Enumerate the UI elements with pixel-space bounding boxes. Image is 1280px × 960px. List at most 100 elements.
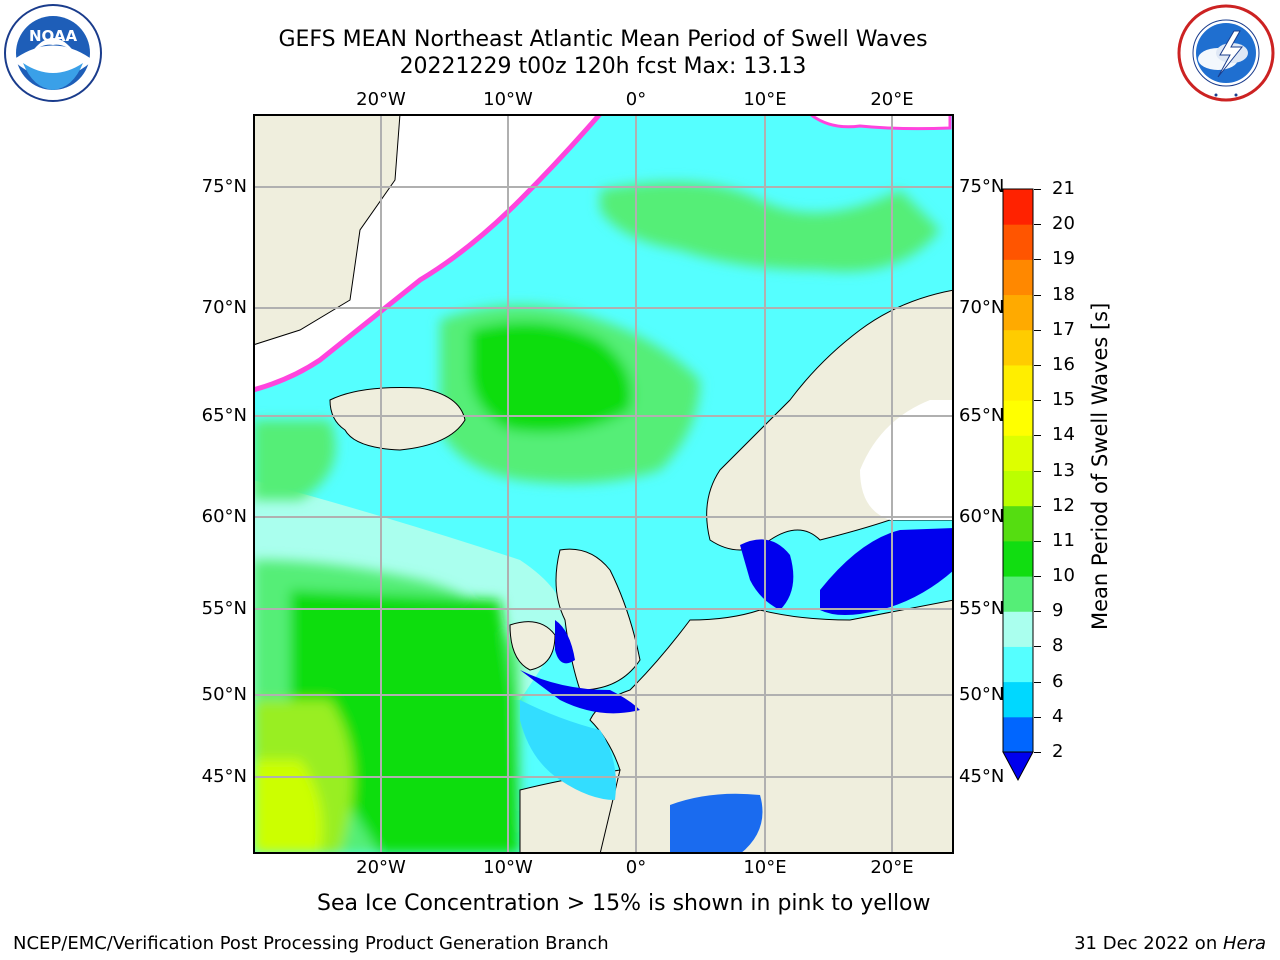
colorbar-tick-mark xyxy=(1034,435,1041,437)
lat-tick-right: 75°N xyxy=(959,176,1005,197)
colorbar-tick-label: 14 xyxy=(1052,424,1075,446)
colorbar-tick-label: 17 xyxy=(1052,318,1075,340)
lon-tick-top: 20°W xyxy=(356,89,406,110)
footer-machine: Hera xyxy=(1222,933,1266,954)
irish-sea-low-period xyxy=(555,620,575,664)
colorbar-tick-mark xyxy=(1034,259,1041,261)
colorbar-tick-mark xyxy=(1034,752,1041,753)
great-britain xyxy=(555,548,641,691)
baltic-low-period xyxy=(820,528,954,615)
colorbar-segment xyxy=(1003,189,1033,225)
kattegat-low-period xyxy=(740,539,794,610)
colorbar-tick-label: 2 xyxy=(1052,741,1064,762)
colorbar-tick-mark xyxy=(1034,294,1041,296)
colorbar-under-arrow xyxy=(1002,751,1034,782)
colorbar-tick-mark xyxy=(1034,329,1041,331)
lat-tick-left: 65°N xyxy=(201,405,247,426)
biscay-zone xyxy=(520,700,616,800)
footer-date-text: 31 Dec 2022 on xyxy=(1074,933,1223,954)
colorbar-segment xyxy=(1003,435,1033,471)
colorbar-tick-label: 20 xyxy=(1052,213,1075,235)
lat-tick-right: 70°N xyxy=(959,297,1005,318)
colorbar-segment xyxy=(1003,400,1033,436)
lat-tick-right: 65°N xyxy=(959,405,1005,426)
lat-tick-left: 45°N xyxy=(201,766,247,787)
noaa-logo-text: NOAA xyxy=(29,27,78,45)
lon-tick-top: 0° xyxy=(625,89,647,110)
colorbar-tick-label: 16 xyxy=(1052,353,1075,375)
swell-zone-barents xyxy=(600,182,940,272)
colorbar-segment xyxy=(1003,224,1033,260)
colorbar-segment xyxy=(1003,470,1033,507)
colorbar-tick-label: 10 xyxy=(1052,565,1075,587)
colorbar-tick-mark xyxy=(1034,505,1041,507)
footer-date: 31 Dec 2022 on Hera xyxy=(1074,933,1266,954)
colorbar-tick-label: 11 xyxy=(1052,529,1075,551)
colorbar-segment xyxy=(1003,259,1033,296)
colorbar-tick-mark xyxy=(1034,716,1041,718)
colorbar-tick-mark xyxy=(1034,470,1041,472)
sea-ice-note: Sea Ice Concentration > 15% is shown in … xyxy=(317,891,931,916)
sea-ice-edge xyxy=(253,114,602,393)
lat-tick-left: 75°N xyxy=(201,176,247,197)
graticule xyxy=(253,114,954,854)
colorbar-segment xyxy=(1003,681,1033,718)
colorbar-tick-label: 8 xyxy=(1052,635,1064,657)
swell-period-map xyxy=(253,114,954,854)
colorbar-tick-mark xyxy=(1034,224,1041,226)
mediterranean-low-period xyxy=(670,793,763,854)
colorbar-segment xyxy=(1003,329,1033,366)
colorbar-tick-label: 4 xyxy=(1052,705,1064,727)
colorbar-frame xyxy=(1002,188,1034,753)
colorbar-segment xyxy=(1003,505,1033,542)
colorbar-segment xyxy=(1003,646,1033,683)
channel-low-period xyxy=(520,670,640,714)
swell-zone-12-13 xyxy=(253,760,323,854)
colorbar-tick-label: 9 xyxy=(1052,600,1064,622)
lat-tick-left: 55°N xyxy=(201,598,247,619)
lon-tick-bottom: 0° xyxy=(625,857,647,878)
lat-tick-right: 45°N xyxy=(959,766,1005,787)
lon-tick-top: 20°E xyxy=(870,89,914,110)
lon-tick-bottom: 20°E xyxy=(870,857,914,878)
lon-tick-bottom: 20°W xyxy=(356,857,406,878)
swell-zone-10-11-north xyxy=(470,322,632,433)
lat-tick-right: 50°N xyxy=(959,684,1005,705)
svalbard-ice xyxy=(807,114,952,131)
lat-tick-left: 70°N xyxy=(201,297,247,318)
lon-tick-top: 10°E xyxy=(743,89,787,110)
colorbar-tick-mark xyxy=(1034,400,1041,402)
colorbar-tick-mark xyxy=(1034,681,1041,683)
swell-zone-west xyxy=(253,420,336,500)
colorbar-tick-label: 18 xyxy=(1052,283,1075,305)
map-frame xyxy=(253,114,954,854)
lat-tick-right: 60°N xyxy=(959,506,1005,527)
colorbar-tick-mark xyxy=(1034,364,1041,366)
colorbar-tick-mark xyxy=(1034,540,1041,542)
lat-tick-left: 60°N xyxy=(201,506,247,527)
colorbar-tick-mark xyxy=(1034,189,1041,190)
lon-tick-bottom: 10°E xyxy=(743,857,787,878)
colorbar-tick-mark xyxy=(1034,646,1041,648)
nws-logo-icon xyxy=(1176,3,1276,103)
lat-tick-right: 55°N xyxy=(959,598,1005,619)
colorbar-segment xyxy=(1003,716,1033,753)
colorbar-tick-label: 21 xyxy=(1052,178,1075,199)
noaa-logo-icon: NOAA xyxy=(3,3,103,103)
colorbar-tick-label: 15 xyxy=(1052,389,1075,411)
greenland-land xyxy=(253,114,401,346)
lat-tick-left: 50°N xyxy=(201,684,247,705)
lon-tick-top: 10°W xyxy=(483,89,533,110)
colorbar-tick-label: 6 xyxy=(1052,670,1064,692)
ireland xyxy=(509,621,556,671)
colorbar xyxy=(1002,188,1034,782)
colorbar-segment xyxy=(1003,540,1033,577)
colorbar-tick-label: 12 xyxy=(1052,494,1075,516)
chart-subtitle: 20221229 t00z 120h fcst Max: 13.13 xyxy=(399,54,807,79)
iceland xyxy=(329,387,466,451)
colorbar-segment xyxy=(1003,576,1033,612)
colorbar-tick-mark xyxy=(1034,576,1041,578)
chart-title: GEFS MEAN Northeast Atlantic Mean Period… xyxy=(278,27,928,52)
colorbar-segment xyxy=(1003,611,1033,647)
colorbar-tick-label: 19 xyxy=(1052,248,1075,270)
